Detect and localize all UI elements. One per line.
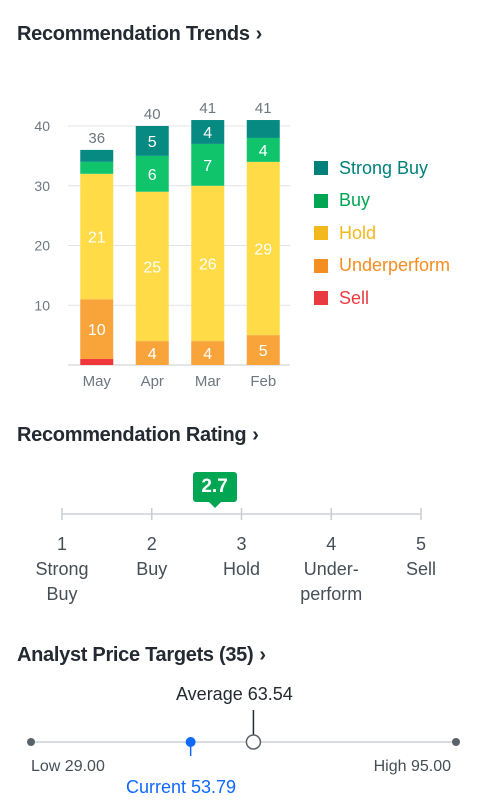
high-price-label: High 95.00 [373,758,451,775]
bar-segment-sell[interactable] [80,359,114,365]
recommendation-trends-chart: 10 20 30 40 10 21 36 May 4 25 6 5 40 Apr 4 26 7 4 41 Mar 5 29… [34,100,290,390]
bar-segment-buy[interactable] [246,137,280,162]
y-tick-label: 30 [34,178,50,194]
legend-item-hold[interactable]: Hold [314,217,450,250]
bar-segment-underperform[interactable] [246,335,280,365]
bar-value-label: 26 [199,256,217,273]
bar-segment-underperform[interactable] [135,341,169,365]
bar-value-label: 6 [148,167,157,184]
bar-value-label: 7 [203,158,212,175]
low-price-label: Low 29.00 [31,758,105,775]
current-marker [185,737,196,747]
bar-segment-hold[interactable] [246,161,280,336]
legend-label: Sell [339,287,370,308]
bar-value-label: 10 [88,322,106,339]
legend-item-buy[interactable]: Buy [314,185,450,218]
legend-swatch [314,161,328,176]
legend-label: Hold [339,222,377,243]
rating-tick-label: 2 Buy [136,534,168,579]
high-marker [452,738,460,746]
price-target-track [27,710,460,756]
y-tick-label: 10 [34,297,50,313]
low-marker [27,738,35,746]
y-tick-label: 20 [34,238,50,254]
legend-swatch [314,193,328,208]
bar-value-label: 25 [143,259,161,276]
bar-total-label: 41 [255,100,272,117]
bar-total-label: 40 [144,106,161,123]
rating-tick-label: 4 Under-perform [300,534,363,604]
chevron-right-icon: › [252,424,259,446]
legend-item-underperform[interactable]: Underperform [314,250,450,283]
rating-tick-label: 5 Sell [405,534,436,579]
bar-segment-buy[interactable] [191,143,225,186]
bar-value-label: 21 [88,230,106,247]
rating-tick-label: 3 Hold [222,534,261,579]
legend-swatch [314,291,328,306]
rating-tick-label: 1 Strong Buy [35,534,89,604]
bar-value-label: 5 [259,343,268,360]
bar-value-label: 29 [254,241,272,258]
legend-label: Strong Buy [339,157,429,178]
bar-segment-hold[interactable] [135,191,169,342]
bar-segment-hold[interactable] [191,185,225,342]
bar-segment-strong-buy[interactable] [191,120,225,144]
bar-segment-buy[interactable] [80,161,114,174]
x-tick-label: Mar [195,373,221,390]
bar-segment-buy[interactable] [135,155,169,192]
bar-value-label: 4 [148,346,157,363]
legend-label: Buy [339,190,371,211]
bar-total-label: 41 [199,100,216,117]
bar-segment-hold[interactable] [80,173,114,300]
bar-value-label: 4 [203,346,212,363]
legend-swatch [314,226,328,241]
bar-segment-strong-buy[interactable] [80,149,114,162]
x-tick-label: Feb [250,373,276,390]
x-tick-label: Apr [141,373,164,390]
trends-legend: Strong Buy Buy Hold Underperform Sell [314,152,450,315]
rating-value-badge: 2.7 [192,472,237,508]
rating-scale-line [61,508,422,520]
bar-value-label: 5 [148,134,157,151]
bar-segment-strong-buy[interactable] [246,120,280,138]
current-price-label: Current 53.79 [126,777,237,797]
bar-segment-underperform[interactable] [80,299,114,360]
y-tick-label: 40 [34,118,50,134]
bar-value-label: 4 [259,143,268,160]
recommendation-trends-label: Recommendation Trends [17,23,250,45]
bar-segment-strong-buy[interactable] [135,126,169,156]
chevron-right-icon: › [255,23,263,45]
recommendation-trends-title[interactable]: Recommendation Trends › [17,23,262,46]
bar-segment-underperform[interactable] [191,341,225,365]
bar-total-label: 36 [88,130,105,147]
legend-item-sell[interactable]: Sell [314,282,450,315]
legend-swatch [314,258,328,273]
recommendation-rating-label: Recommendation Rating [17,424,247,446]
legend-item-strong-buy[interactable]: Strong Buy [314,152,450,185]
analyst-price-targets-label: Analyst Price Targets (35) [17,644,254,666]
recommendation-rating-title[interactable]: Recommendation Rating › [17,424,259,447]
legend-label: Underperform [339,255,451,276]
chevron-right-icon: › [259,644,266,666]
analyst-price-targets-title[interactable]: Analyst Price Targets (35) › [17,644,266,667]
average-price-label: Average 63.54 [176,684,293,704]
x-tick-label: May [83,373,112,390]
average-marker [245,734,262,750]
bar-value-label: 4 [203,125,212,142]
